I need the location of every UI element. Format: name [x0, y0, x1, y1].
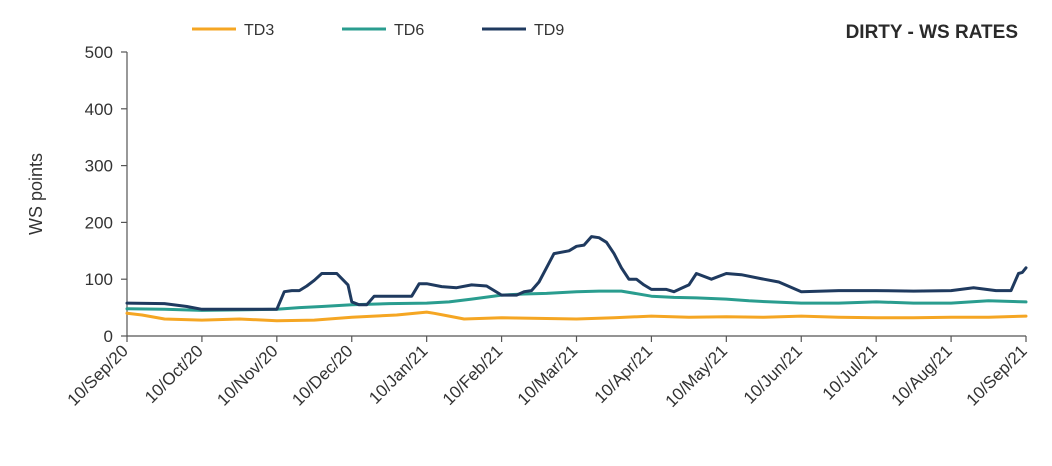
x-tick-label: 10/May/21 — [662, 341, 732, 411]
legend: TD3 TD6 TD9 — [192, 22, 564, 39]
x-tick-label: 10/Feb/21 — [439, 341, 507, 409]
y-tick-label: 100 — [85, 270, 113, 289]
x-tick-label: 10/Jun/21 — [740, 341, 806, 407]
legend-label-td3: TD3 — [244, 22, 274, 39]
x-tick-label: 10/Sep/20 — [64, 341, 132, 409]
y-tick-label: 200 — [85, 213, 113, 232]
x-tick-label: 10/Apr/21 — [591, 341, 657, 407]
y-tick-label: 400 — [85, 100, 113, 119]
x-tick-label: 10/Sep/21 — [963, 341, 1031, 409]
x-tick-label: 10/Oct/20 — [141, 341, 207, 407]
legend-label-td6: TD6 — [394, 22, 424, 39]
x-tick-label: 10/Nov/20 — [213, 341, 281, 409]
y-axis: 0 100 200 300 400 500 — [85, 43, 128, 346]
y-tick-label: 0 — [104, 327, 113, 346]
x-tick-label: 10/Dec/20 — [288, 341, 356, 409]
y-axis-label: WS points — [26, 153, 46, 235]
chart-title: DIRTY - WS RATES — [846, 22, 1018, 43]
x-tick-label: 10/Jul/21 — [819, 341, 881, 403]
y-tick-label: 300 — [85, 157, 113, 176]
x-axis: 10/Sep/20 10/Oct/20 10/Nov/20 10/Dec/20 10/J… — [64, 335, 1031, 411]
series-line-td9 — [125, 235, 1028, 311]
x-tick-label: 10/Aug/21 — [888, 341, 956, 409]
series-line-td3 — [125, 310, 1028, 323]
plot-area — [125, 235, 1028, 323]
series-line-td6 — [125, 289, 1028, 312]
x-tick-label: 10/Mar/21 — [514, 341, 582, 409]
y-tick-label: 500 — [85, 43, 113, 62]
legend-label-td9: TD9 — [534, 22, 564, 39]
x-tick-label: 10/Jan/21 — [365, 341, 431, 407]
